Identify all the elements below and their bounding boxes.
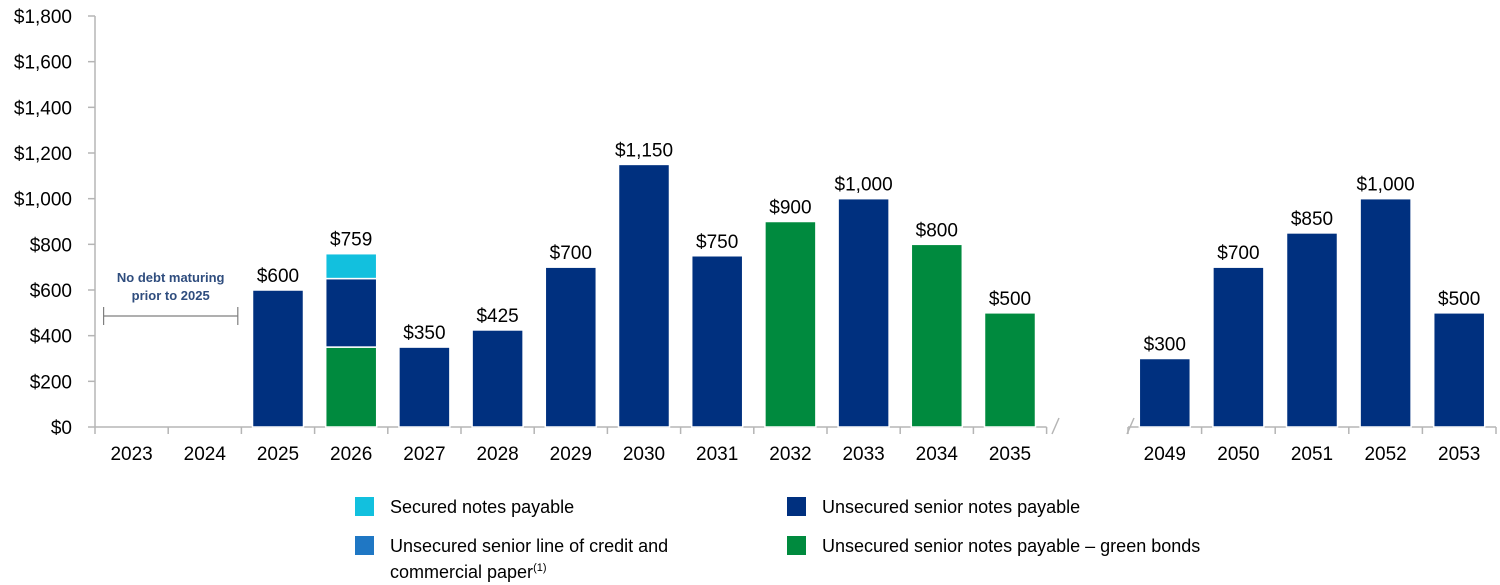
y-tick-label: $1,400 (14, 98, 72, 119)
y-tick-label: $400 (30, 327, 72, 348)
data-label: $500 (1438, 289, 1480, 310)
bar-segment (324, 252, 378, 280)
bar-segment (324, 346, 378, 428)
legend-swatch-secured (355, 497, 374, 516)
bar-segment (1359, 197, 1412, 428)
legend-item-unsecured-notes: Unsecured senior notes payable (787, 496, 1080, 518)
bar-segment (324, 277, 378, 348)
legend-swatch-green-bonds (787, 536, 806, 555)
x-tick-label: 2023 (110, 444, 152, 465)
x-tick-label: 2050 (1217, 444, 1259, 465)
y-tick-label: $1,600 (14, 53, 72, 74)
data-label: $600 (257, 266, 299, 287)
data-label: $1,150 (615, 140, 673, 161)
x-tick-label: 2024 (184, 444, 227, 465)
x-tick-label: 2027 (403, 444, 445, 465)
no-debt-annotation: No debt maturing prior to 2025 (102, 270, 239, 325)
x-tick-label: 2035 (989, 444, 1031, 465)
legend-item-green-bonds: Unsecured senior notes payable – green b… (787, 535, 1200, 557)
bar-segment (398, 346, 451, 428)
bar-segment (837, 197, 890, 428)
bar-segment (983, 312, 1037, 428)
data-label: $425 (476, 306, 518, 327)
data-labels: $600 $759 $350 $425 $700 $1,150 $750 $900 $1,000… (257, 140, 1480, 355)
data-label: $300 (1144, 335, 1186, 356)
y-tick-label: $1,000 (14, 190, 72, 211)
y-axis: $0 $200 $400 $600 $800 $1,000 $1,200 $1,400 $1,6… (14, 7, 96, 439)
y-tick-label: $1,800 (14, 7, 72, 28)
legend-label-line-of-credit-2: commercial paper (390, 562, 534, 582)
bar-segment (544, 266, 598, 428)
bar-segment (764, 220, 817, 428)
bar-segment (1212, 266, 1265, 428)
data-label: $759 (330, 230, 372, 251)
legend-item-secured: Secured notes payable (355, 496, 574, 518)
bar-segment (251, 289, 305, 428)
data-label: $1,000 (1357, 175, 1415, 196)
y-tick-label: $600 (30, 281, 72, 302)
x-tick-label: 2025 (257, 444, 299, 465)
bar-segment (910, 243, 964, 428)
x-tick-label: 2052 (1364, 444, 1406, 465)
x-tick-label: 2026 (330, 444, 372, 465)
debt-maturity-chart: $0 $200 $400 $600 $800 $1,000 $1,200 $1,400 $1,6… (14, 7, 1497, 465)
data-label: $800 (916, 220, 958, 241)
bar-segment (1432, 312, 1486, 428)
data-label: $700 (550, 243, 592, 264)
footnote-marker: (1) (533, 562, 547, 574)
data-label: $750 (696, 232, 738, 253)
y-tick-label: $0 (51, 418, 72, 439)
annotation-text: No debt maturing (117, 270, 225, 285)
legend-swatch-unsecured-notes (787, 497, 806, 516)
axis-break-mark (1051, 417, 1060, 435)
annotation-text: prior to 2025 (132, 288, 210, 303)
data-label: $700 (1217, 243, 1259, 264)
x-tick-label: 2028 (476, 444, 518, 465)
x-tick-label: 2034 (916, 444, 959, 465)
legend-label-secured: Secured notes payable (390, 497, 575, 517)
bar-segment (1285, 232, 1339, 428)
bar-segment (471, 329, 524, 428)
x-tick-label: 2031 (696, 444, 738, 465)
y-tick-label: $200 (30, 372, 72, 393)
x-tick-label: 2049 (1144, 444, 1186, 465)
data-label: $350 (403, 323, 445, 344)
legend-swatch-line-of-credit (355, 536, 374, 555)
bar-segment (690, 255, 744, 428)
data-label: $1,000 (835, 175, 893, 196)
x-tick-label: 2033 (842, 444, 884, 465)
x-tick-label: 2030 (623, 444, 665, 465)
legend-label-unsecured-notes: Unsecured senior notes payable (822, 497, 1081, 517)
data-label: $900 (769, 198, 811, 219)
bar-segment (1138, 357, 1192, 428)
x-tick-label: 2053 (1438, 444, 1480, 465)
bar-series (251, 163, 1486, 428)
x-tick-label: 2032 (769, 444, 811, 465)
legend-label-line-of-credit: Unsecured senior line of credit and (390, 536, 669, 556)
y-tick-label: $800 (30, 235, 72, 256)
x-tick-label: 2051 (1291, 444, 1333, 465)
y-tick-label: $1,200 (14, 144, 72, 165)
axis-break-mark (1126, 417, 1135, 435)
bar-segment (617, 163, 671, 428)
legend-item-line-of-credit: Unsecured senior line of credit and comm… (355, 535, 668, 583)
x-tick-label: 2029 (550, 444, 592, 465)
legend-label-green-bonds: Unsecured senior notes payable – green b… (822, 536, 1201, 556)
data-label: $850 (1291, 209, 1333, 230)
data-label: $500 (989, 289, 1031, 310)
